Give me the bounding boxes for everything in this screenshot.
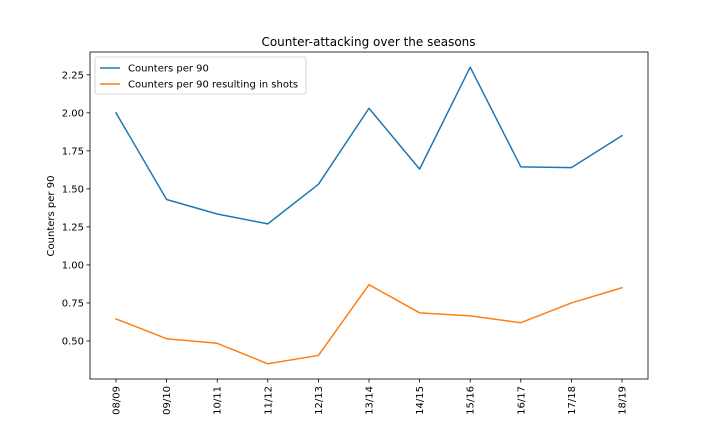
x-tick-label: 14/15 [415,386,426,415]
plot-area: 0.50 0.75 1.00 1.25 1.50 1.75 2.00 2.25 08/09 09/… [62,51,649,415]
y-tick-label: 2.00 [62,108,84,119]
x-tick-label: 11/12 [263,386,274,415]
y-tick-label: 2.25 [62,70,84,81]
y-tick-label: 1.25 [62,222,84,233]
x-tick-label: 13/14 [365,386,376,415]
y-tick-label: 0.75 [62,298,84,309]
x-tick-label: 10/11 [213,386,224,415]
chart-title: Counter-attacking over the seasons [261,35,475,49]
x-tick-label: 08/09 [112,386,123,415]
legend-label-2: Counters per 90 resulting in shots [128,80,298,91]
legend: Counters per 90 Counters per 90 resulting… [94,56,307,95]
x-tick-label: 15/16 [466,386,477,415]
x-tick-label: 12/13 [314,386,325,415]
x-tick-label: 09/10 [162,386,173,415]
series-line-2 [115,283,623,365]
legend-label-1: Counters per 90 [128,64,209,75]
y-axis-label: Counters per 90 [46,176,57,257]
y-tick-label: 0.50 [62,336,84,347]
x-tick-label: 18/19 [618,386,629,415]
y-tick-label: 1.00 [62,260,84,271]
series-line-1 [114,66,624,225]
x-tick-label: 17/18 [567,386,578,415]
legend-box [94,56,307,95]
x-tick-label: 16/17 [516,386,527,415]
y-tick-label: 1.50 [62,184,84,195]
y-tick-label: 1.75 [62,146,84,157]
